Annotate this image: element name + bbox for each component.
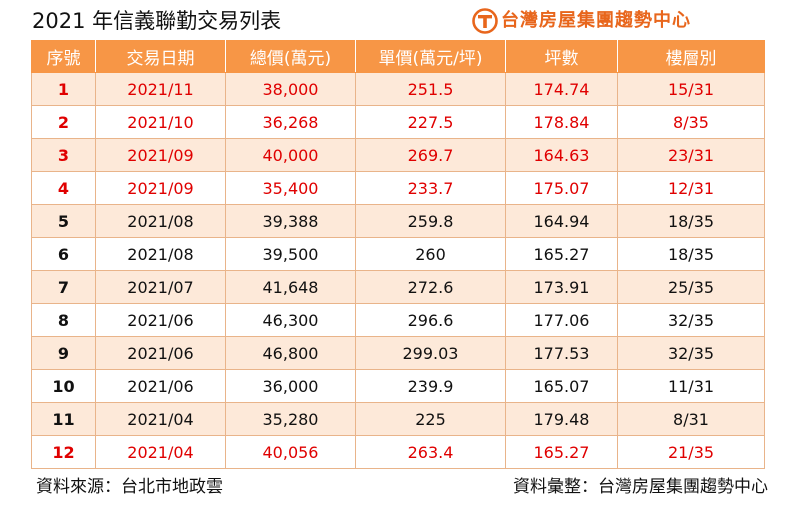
- table-row: 11 2021/04 35,280 225 179.48 8/31: [31, 402, 765, 436]
- cell-ping: 165.07: [505, 369, 618, 403]
- cell-floor: 32/35: [617, 336, 765, 370]
- cell-date: 2021/06: [95, 303, 226, 337]
- cell-total-price: 40,000: [225, 138, 356, 172]
- cell-unit-price: 251.5: [355, 72, 506, 106]
- header-unit-price: 單價(萬元/坪): [355, 40, 506, 73]
- cell-unit-price: 299.03: [355, 336, 506, 370]
- cell-ping: 165.27: [505, 435, 618, 469]
- cell-ping: 164.63: [505, 138, 618, 172]
- cell-floor: 21/35: [617, 435, 765, 469]
- cell-date: 2021/10: [95, 105, 226, 139]
- cell-ping: 165.27: [505, 237, 618, 271]
- cell-date: 2021/09: [95, 171, 226, 205]
- cell-index: 1: [31, 72, 96, 106]
- header-date: 交易日期: [95, 40, 226, 73]
- table-row: 4 2021/09 35,400 233.7 175.07 12/31: [31, 171, 765, 205]
- cell-unit-price: 296.6: [355, 303, 506, 337]
- table-row: 10 2021/06 36,000 239.9 165.07 11/31: [31, 369, 765, 403]
- cell-floor: 25/35: [617, 270, 765, 304]
- cell-total-price: 36,268: [225, 105, 356, 139]
- transaction-table: 序號 交易日期 總價(萬元) 單價(萬元/坪) 坪數 樓層別 1 2021/11 3…: [31, 40, 765, 469]
- table-header-row: 序號 交易日期 總價(萬元) 單價(萬元/坪) 坪數 樓層別: [31, 40, 765, 73]
- cell-total-price: 41,648: [225, 270, 356, 304]
- cell-date: 2021/08: [95, 204, 226, 238]
- table-row: 8 2021/06 46,300 296.6 177.06 32/35: [31, 303, 765, 337]
- brand: 台灣房屋集團趨勢中心: [472, 6, 691, 36]
- cell-total-price: 38,000: [225, 72, 356, 106]
- cell-total-price: 36,000: [225, 369, 356, 403]
- cell-ping: 179.48: [505, 402, 618, 436]
- cell-floor: 18/35: [617, 237, 765, 271]
- cell-date: 2021/04: [95, 402, 226, 436]
- table-row: 6 2021/08 39,500 260 165.27 18/35: [31, 237, 765, 271]
- cell-unit-price: 227.5: [355, 105, 506, 139]
- cell-ping: 175.07: [505, 171, 618, 205]
- cell-unit-price: 225: [355, 402, 506, 436]
- cell-date: 2021/09: [95, 138, 226, 172]
- table-row: 12 2021/04 40,056 263.4 165.27 21/35: [31, 435, 765, 469]
- header-floor: 樓層別: [617, 40, 765, 73]
- cell-total-price: 40,056: [225, 435, 356, 469]
- cell-total-price: 46,800: [225, 336, 356, 370]
- cell-ping: 178.84: [505, 105, 618, 139]
- cell-floor: 8/35: [617, 105, 765, 139]
- page-title: 2021 年信義聯勤交易列表: [32, 9, 282, 33]
- cell-total-price: 46,300: [225, 303, 356, 337]
- table-row: 2 2021/10 36,268 227.5 178.84 8/35: [31, 105, 765, 139]
- data-source: 資料來源：台北市地政雲: [36, 477, 223, 497]
- table-row: 7 2021/07 41,648 272.6 173.91 25/35: [31, 270, 765, 304]
- cell-floor: 18/35: [617, 204, 765, 238]
- cell-index: 12: [31, 435, 96, 469]
- cell-date: 2021/06: [95, 336, 226, 370]
- cell-ping: 174.74: [505, 72, 618, 106]
- cell-index: 8: [31, 303, 96, 337]
- cell-index: 2: [31, 105, 96, 139]
- cell-index: 3: [31, 138, 96, 172]
- cell-unit-price: 259.8: [355, 204, 506, 238]
- cell-date: 2021/08: [95, 237, 226, 271]
- cell-floor: 11/31: [617, 369, 765, 403]
- cell-unit-price: 263.4: [355, 435, 506, 469]
- cell-date: 2021/04: [95, 435, 226, 469]
- header-index: 序號: [31, 40, 96, 73]
- header-ping: 坪數: [505, 40, 618, 73]
- cell-floor: 12/31: [617, 171, 765, 205]
- cell-ping: 173.91: [505, 270, 618, 304]
- table-row: 1 2021/11 38,000 251.5 174.74 15/31: [31, 72, 765, 106]
- cell-index: 7: [31, 270, 96, 304]
- cell-index: 10: [31, 369, 96, 403]
- cell-index: 5: [31, 204, 96, 238]
- cell-unit-price: 272.6: [355, 270, 506, 304]
- cell-ping: 177.53: [505, 336, 618, 370]
- cell-total-price: 35,400: [225, 171, 356, 205]
- cell-unit-price: 269.7: [355, 138, 506, 172]
- table-row: 9 2021/06 46,800 299.03 177.53 32/35: [31, 336, 765, 370]
- cell-index: 9: [31, 336, 96, 370]
- cell-total-price: 39,500: [225, 237, 356, 271]
- cell-date: 2021/07: [95, 270, 226, 304]
- cell-floor: 8/31: [617, 402, 765, 436]
- cell-ping: 164.94: [505, 204, 618, 238]
- cell-total-price: 35,280: [225, 402, 356, 436]
- cell-date: 2021/11: [95, 72, 226, 106]
- table-row: 5 2021/08 39,388 259.8 164.94 18/35: [31, 204, 765, 238]
- cell-unit-price: 260: [355, 237, 506, 271]
- table-row: 3 2021/09 40,000 269.7 164.63 23/31: [31, 138, 765, 172]
- cell-index: 6: [31, 237, 96, 271]
- data-compiled-by: 資料彙整：台灣房屋集團趨勢中心: [513, 477, 768, 497]
- header-total-price: 總價(萬元): [225, 40, 356, 73]
- cell-ping: 177.06: [505, 303, 618, 337]
- brand-name: 台灣房屋集團趨勢中心: [501, 10, 691, 31]
- cell-index: 11: [31, 402, 96, 436]
- cell-floor: 23/31: [617, 138, 765, 172]
- brand-logo-icon: [472, 8, 498, 34]
- cell-unit-price: 233.7: [355, 171, 506, 205]
- cell-unit-price: 239.9: [355, 369, 506, 403]
- cell-total-price: 39,388: [225, 204, 356, 238]
- cell-floor: 32/35: [617, 303, 765, 337]
- cell-index: 4: [31, 171, 96, 205]
- cell-date: 2021/06: [95, 369, 226, 403]
- cell-floor: 15/31: [617, 72, 765, 106]
